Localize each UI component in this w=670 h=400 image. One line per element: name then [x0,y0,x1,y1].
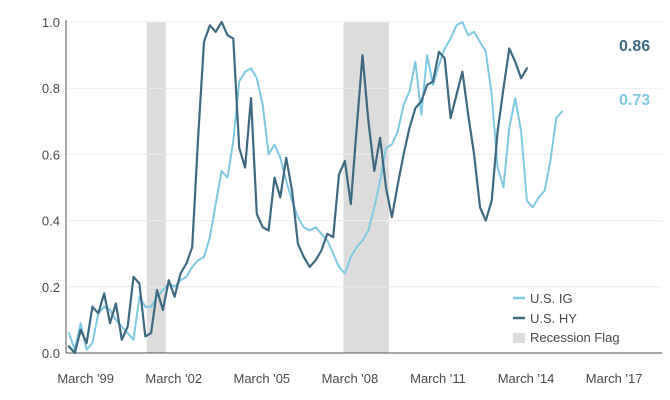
legend-label-recession: Recession Flag [530,330,620,345]
y-tick-label: 0.8 [42,81,60,96]
y-tick-label: 0.0 [42,346,60,361]
x-tick-label: March '17 [586,371,643,386]
y-tick-label: 0.4 [42,214,60,229]
x-tick-label: March '05 [233,371,290,386]
series-line-u-s-ig [67,21,564,351]
axis-layer: 0.0 0.2 0.4 0.6 0.8 1.0 March '99 March '02 Marc… [42,15,662,386]
x-tick-label: March '02 [145,371,202,386]
end-labels: 0.86 0.73 [619,38,650,109]
y-tick-label: 0.2 [42,280,60,295]
y-tick-label: 1.0 [42,15,60,30]
series-layer [67,20,564,355]
x-tick-label: March '08 [322,371,379,386]
legend-label-us-ig: U.S. IG [530,291,573,306]
y-tick-label: 0.6 [42,147,60,162]
legend-label-us-hy: U.S. HY [530,311,577,326]
recession-band-1 [146,22,166,353]
series-line-u-s-hy [67,20,528,355]
recession-band-2 [343,22,389,353]
legend-swatch-recession [513,333,525,343]
x-tick-label: March '99 [57,371,114,386]
x-tick-label: March '11 [410,371,466,386]
end-label-us-ig: 0.73 [619,92,650,109]
x-tick-label: March '14 [498,371,555,386]
legend: U.S. IG U.S. HY Recession Flag [513,291,620,345]
end-label-us-hy: 0.86 [619,38,650,55]
